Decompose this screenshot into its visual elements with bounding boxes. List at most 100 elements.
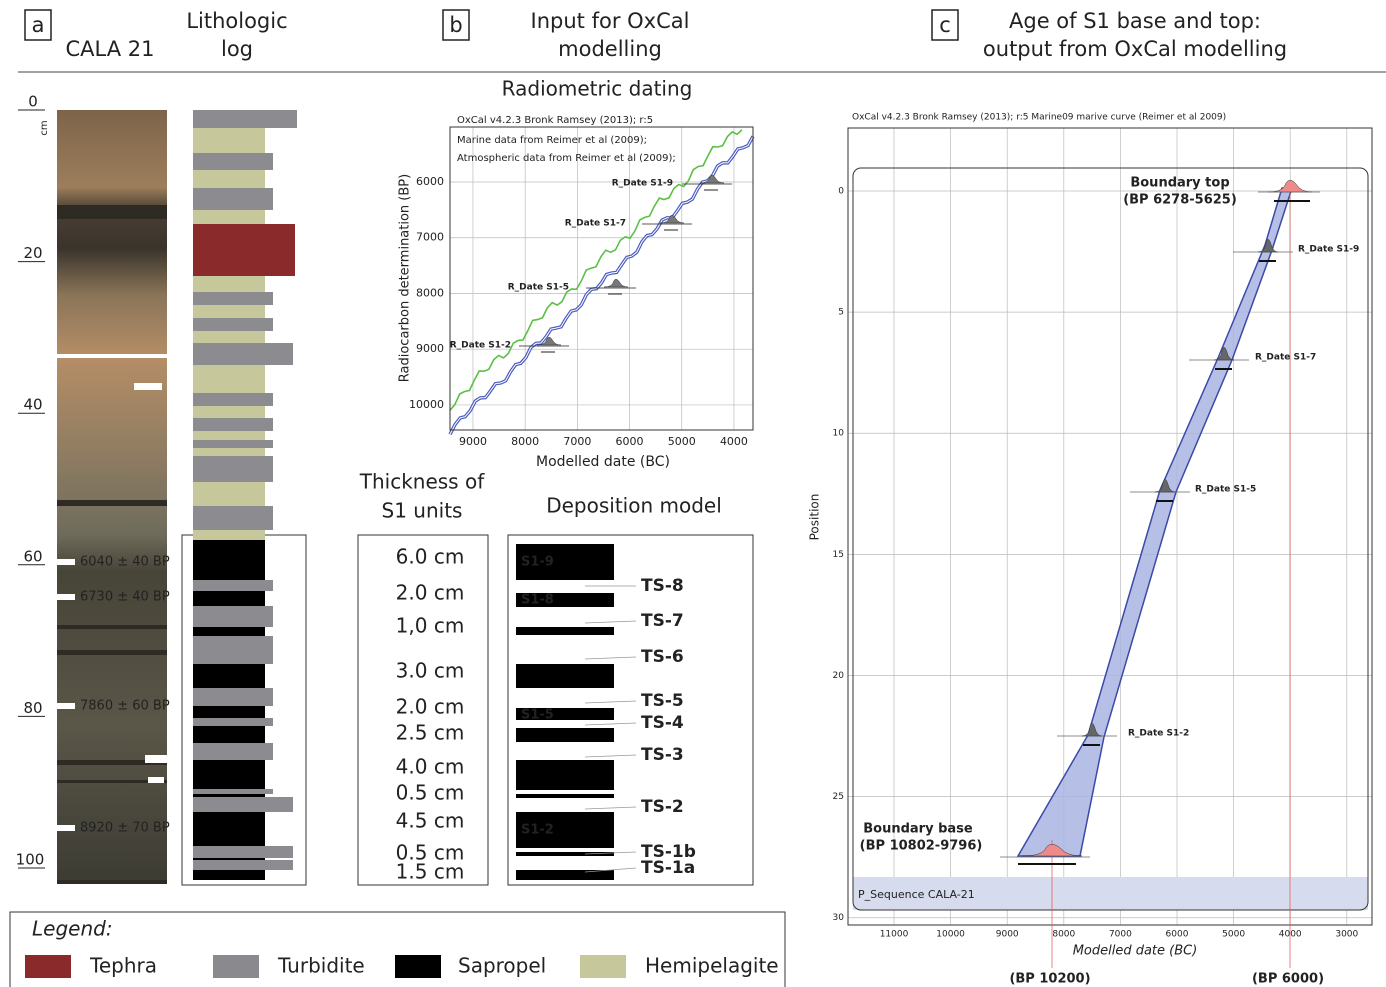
label: 1,0 cm [396, 614, 465, 638]
surface-line [584, 851, 637, 855]
label: Thickness of [359, 470, 485, 494]
turbidite [193, 318, 273, 331]
label: S1-2 [521, 823, 554, 838]
label: 3000 [1335, 930, 1358, 940]
label: 10 [833, 429, 845, 439]
label: 10000 [936, 930, 965, 940]
sapropel-unit [516, 664, 614, 688]
label: OxCal v4.2.3 Bronk Ramsey (2013); r:5 Ma… [852, 113, 1226, 123]
age-envelope [1016, 187, 1294, 857]
label: 2.5 cm [396, 721, 465, 745]
label: 4.5 cm [396, 809, 465, 833]
turbidite [193, 393, 273, 406]
boundary-distribution [1267, 180, 1313, 193]
turbidite [193, 506, 273, 530]
core-gap [145, 755, 167, 763]
surface-line [584, 700, 637, 704]
legend-swatch [580, 955, 626, 978]
label: S1-8 [521, 593, 554, 608]
turbidite [193, 110, 297, 128]
deposition-box [507, 534, 754, 886]
label: (BP 6278-5625) [1123, 193, 1237, 208]
sequence-band [853, 877, 1368, 910]
legend-swatch [213, 955, 259, 978]
core-gap [134, 383, 162, 390]
label: cm [39, 120, 50, 135]
label: output from OxCal modelling [983, 37, 1287, 61]
surface-line [584, 722, 637, 726]
label: Boundary top [1130, 176, 1229, 191]
sapropel [193, 540, 265, 880]
label: R_Date S1-5 [1195, 485, 1256, 495]
label: a [32, 13, 45, 37]
label: Age of S1 base and top: [1009, 9, 1261, 33]
surface-line [584, 656, 637, 660]
sapropel-unit [516, 812, 614, 848]
turbidite [193, 343, 293, 365]
turbidite [193, 153, 273, 170]
label: 6000 [616, 435, 644, 448]
distribution [1154, 479, 1176, 493]
sapropel-unit [516, 627, 614, 635]
label: TS-4 [641, 713, 684, 733]
label: R_Date S1-9 [1298, 245, 1359, 255]
turbidite [193, 797, 293, 812]
label: TS-8 [641, 576, 684, 596]
label: P_Sequence CALA-21 [858, 888, 975, 901]
core-gap [57, 354, 167, 358]
label: 1.5 cm [396, 860, 465, 884]
label: 6730 ± 40 BP [80, 590, 170, 605]
label: TS-3 [641, 745, 684, 765]
label: 10000 [409, 398, 444, 411]
label: 0 [838, 186, 844, 196]
distribution [659, 214, 685, 224]
distribution [603, 278, 629, 288]
label: 0.5 cm [396, 841, 465, 865]
turbidite [193, 606, 273, 627]
label: Boundary base [863, 822, 973, 837]
label: 7000 [1109, 930, 1132, 940]
label: Hemipelagite [645, 954, 779, 978]
label: 4000 [720, 435, 748, 448]
label: modelling [558, 37, 662, 61]
label: 8000 [1052, 930, 1075, 940]
sapropel-unit [516, 593, 614, 607]
label: S1-9 [521, 555, 554, 570]
turbidite [193, 292, 273, 305]
label: Radiometric dating [502, 77, 693, 101]
label: (BP 10200) [1009, 972, 1090, 987]
turbidite [193, 580, 273, 591]
turbidite [193, 188, 273, 210]
turbidite [193, 460, 273, 482]
label: 30 [833, 913, 845, 923]
label: 5000 [1222, 930, 1245, 940]
label: R_Date S1-7 [565, 219, 626, 229]
label: CALA 21 [66, 37, 155, 61]
label: R_Date S1-7 [1255, 353, 1316, 363]
panel-letter-box [442, 9, 470, 41]
date-marker [53, 594, 75, 600]
label: TS-1a [641, 858, 695, 878]
label: R_Date S1-9 [612, 179, 673, 189]
turbidite [193, 846, 293, 858]
tephra [193, 224, 295, 276]
label: R_Date S1-5 [508, 283, 569, 293]
panel-letter-box [24, 9, 52, 41]
label: 100 [16, 851, 45, 869]
panel-letter-box [931, 9, 959, 41]
label: (BP 10802-9796) [860, 839, 983, 854]
label: Modelled date (BC) [1073, 944, 1198, 959]
label: (BP 6000) [1252, 972, 1324, 987]
label: 25 [833, 792, 844, 802]
label: 2.0 cm [396, 695, 465, 719]
core-band [57, 625, 167, 629]
sapropel-unit [516, 794, 614, 798]
turbidite [193, 789, 273, 794]
label: 6000 [1166, 930, 1189, 940]
label: 8000 [416, 286, 444, 299]
turbidite [193, 718, 273, 726]
label: 20 [833, 671, 845, 681]
date-marker [53, 825, 75, 831]
label: Turbidite [277, 954, 365, 978]
